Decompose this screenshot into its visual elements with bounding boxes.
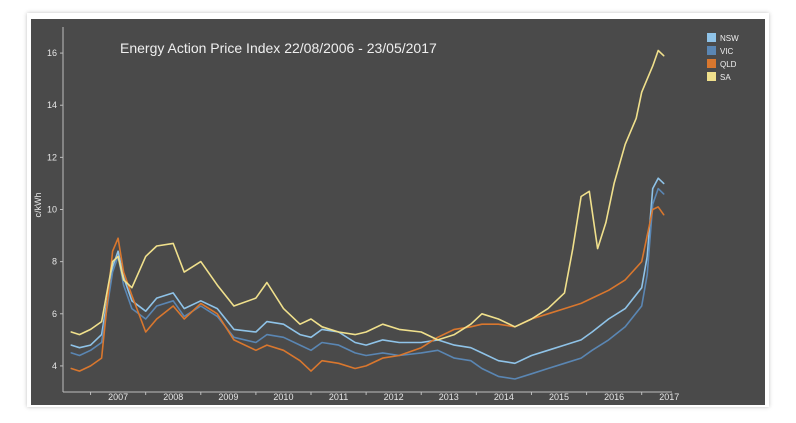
- chart-background: [31, 19, 765, 405]
- y-tick-label: 14: [47, 100, 57, 110]
- legend-label-qld: QLD: [720, 60, 737, 69]
- x-tick-label: 2011: [329, 392, 348, 402]
- x-tick-label: 2012: [384, 392, 404, 402]
- y-tick-label: 6: [52, 309, 57, 319]
- x-tick-label: 2017: [659, 392, 679, 402]
- series-line-vic: [70, 187, 665, 380]
- legend-label-sa: SA: [720, 73, 731, 82]
- y-tick-label: 10: [47, 205, 57, 215]
- legend-swatch-sa: [707, 72, 716, 81]
- y-axis-label: c/kWh: [33, 192, 43, 217]
- series-line-sa: [70, 49, 665, 341]
- legend-swatch-vic: [707, 46, 716, 55]
- series-line-qld: [70, 206, 665, 372]
- legend-swatch-qld: [707, 59, 716, 68]
- legend-label-nsw: NSW: [720, 34, 739, 43]
- legend-swatch-nsw: [707, 33, 716, 42]
- y-tick-label: 4: [52, 361, 57, 371]
- x-tick-label: 2016: [604, 392, 624, 402]
- axes: 4 6 8 10 12 14 16 2007 2008 2009 2010 2011 2012 2013 2…: [47, 27, 679, 402]
- x-tick-label: 2010: [273, 392, 293, 402]
- x-tick-label: 2007: [108, 392, 128, 402]
- y-tick-label: 8: [52, 257, 57, 267]
- x-tick-label: 2013: [439, 392, 459, 402]
- legend-label-vic: VIC: [720, 47, 734, 56]
- x-tick-label: 2009: [218, 392, 238, 402]
- x-tick-label: 2014: [494, 392, 514, 402]
- x-tick-label: 2015: [549, 392, 569, 402]
- x-tick-label: 2008: [163, 392, 183, 402]
- y-tick-label: 16: [47, 48, 57, 58]
- legend: NSW VIC QLD SA: [707, 33, 739, 82]
- chart-title: Energy Action Price Index 22/08/2006 - 2…: [120, 40, 437, 56]
- y-tick-label: 12: [47, 152, 57, 162]
- series-layer: [70, 49, 665, 380]
- series-line-nsw: [70, 177, 665, 365]
